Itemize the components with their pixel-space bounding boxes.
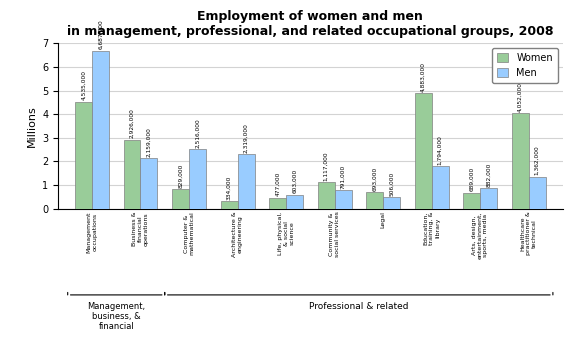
Bar: [383, 197, 400, 209]
Text: 477,000: 477,000: [275, 172, 280, 196]
Bar: [286, 194, 303, 209]
Title: Employment of women and men
in management, professional, and related occupationa: Employment of women and men in managemen…: [67, 10, 553, 38]
Text: 1,117,000: 1,117,000: [324, 152, 328, 181]
Text: 829,000: 829,000: [178, 164, 183, 188]
Bar: [238, 154, 255, 209]
Legend: Women, Men: Women, Men: [492, 48, 558, 83]
Bar: [432, 166, 448, 209]
Text: 4,535,000: 4,535,000: [81, 70, 86, 100]
Bar: [512, 113, 528, 209]
Bar: [415, 93, 432, 209]
Text: 334,000: 334,000: [227, 175, 231, 200]
Bar: [92, 51, 109, 209]
Text: 2,159,000: 2,159,000: [147, 127, 151, 157]
Text: 4,052,000: 4,052,000: [517, 82, 523, 112]
Bar: [366, 192, 383, 209]
Bar: [189, 149, 206, 209]
Y-axis label: Millions: Millions: [27, 105, 37, 147]
Bar: [124, 140, 140, 209]
Bar: [75, 102, 92, 209]
Text: 603,000: 603,000: [292, 169, 297, 193]
Bar: [480, 188, 497, 209]
Bar: [220, 201, 238, 209]
Text: 693,000: 693,000: [372, 167, 377, 191]
Text: 1,794,000: 1,794,000: [437, 135, 443, 165]
Text: 2,319,000: 2,319,000: [244, 123, 248, 153]
Text: 2,926,000: 2,926,000: [129, 108, 135, 138]
Text: 791,000: 791,000: [340, 165, 346, 189]
Bar: [140, 158, 157, 209]
Bar: [528, 176, 546, 209]
Bar: [172, 189, 189, 209]
Text: 6,687,000: 6,687,000: [98, 20, 103, 49]
Bar: [318, 183, 335, 209]
Text: Professional & related: Professional & related: [309, 302, 408, 311]
Bar: [335, 190, 351, 209]
Text: 506,000: 506,000: [389, 171, 394, 195]
Text: 4,883,000: 4,883,000: [420, 62, 426, 92]
Text: Management,
business, &
financial: Management, business, & financial: [87, 302, 145, 331]
Bar: [269, 198, 286, 209]
Text: 689,000: 689,000: [469, 167, 474, 191]
Text: 2,516,000: 2,516,000: [195, 118, 200, 148]
Bar: [463, 193, 480, 209]
Text: 882,000: 882,000: [486, 162, 491, 187]
Text: 1,362,000: 1,362,000: [535, 146, 539, 175]
